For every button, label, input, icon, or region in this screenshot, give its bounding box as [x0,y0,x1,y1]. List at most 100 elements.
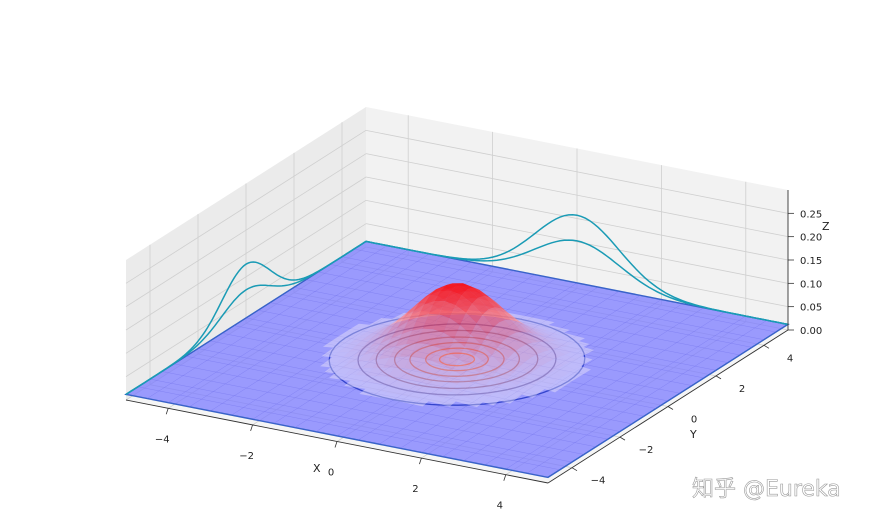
surface-patch [527,332,545,343]
surface-patch [413,295,430,312]
surface-patch [466,303,483,324]
surface-patch [401,317,418,335]
surface-patch [505,320,522,333]
surface-patch [389,344,406,358]
surface-patch [558,365,575,374]
surface-patch [541,362,558,373]
base-plane-mesh [317,271,741,356]
surface-patch [372,357,390,369]
surface-patch [398,368,415,380]
surface-patch [577,347,594,354]
surface-patch [439,301,456,319]
surface-patch [523,374,540,386]
surface-patch [502,358,519,374]
surface-patch [552,368,569,377]
surface-patch [491,347,509,365]
surface-patch [560,345,578,353]
surface-patch [321,352,339,358]
tick-labels: −4 −2 0 2 4 −4 −2 0 2 4 0.00 0.05 0.10 0.15 0.20 0.25 [155,209,822,511]
surface-patch [494,307,512,321]
z-tick-label: 0.25 [800,209,822,220]
surface-patch [544,341,561,349]
surface-patch [443,318,461,339]
surface-patch [457,283,474,290]
surface-patch [368,349,385,361]
surface-patch [412,398,429,407]
surface-patch [386,318,403,335]
surface-patch [466,399,483,408]
surface-patch [399,343,417,357]
surface-patch [354,338,372,347]
x-tick-mark [503,474,507,481]
surface-patch [532,322,549,327]
surface-patch [514,347,531,363]
surface-patch [571,349,588,357]
surface-patch [536,326,554,331]
surface-patch [342,350,360,358]
base-plane-mesh [353,248,777,333]
surface-patch [564,362,581,370]
surface-patch [427,329,444,348]
surface-patch [329,373,346,380]
contour-ring-3 [375,329,539,390]
surface-patch [335,368,352,375]
surface-patch [515,332,533,345]
surface-patch [410,343,427,359]
surface-patch [509,332,527,348]
surface-patch [542,324,560,330]
marginal-profile-4 [365,239,789,326]
surface-patch [324,367,342,374]
surface-patch [320,361,337,368]
surface-patch [478,386,495,398]
surface-patch [546,372,563,381]
surface-patch [445,290,462,306]
surface-patch [413,382,431,393]
base-plane-mesh [341,256,765,340]
surface-patch [431,347,449,366]
surface-patch [404,356,421,370]
surface-patch [542,350,560,360]
surface-patch [499,320,516,336]
surface-patch [467,287,485,298]
contour-ring-1 [328,312,586,406]
y-tick-mark [763,344,770,349]
surface-patch [429,285,447,296]
surface-patch [530,326,548,332]
x-axis-label: X [313,462,321,475]
surface-patch [375,326,393,341]
surface-patch [528,385,545,394]
surface-patch [433,314,450,333]
surface-patch [402,302,420,319]
surface-patch [526,323,543,328]
surface-patch [529,370,546,381]
base-plane-mesh [379,291,620,445]
surface-patch [392,311,409,327]
surface-patch [446,370,464,385]
surface-patch [538,320,555,325]
surface-patch [478,295,495,310]
left-gridline-z [125,129,367,284]
left-gridline-z [125,223,367,378]
surface-patch [436,365,453,381]
surface-patch [378,346,396,360]
surface-patch [524,324,542,332]
surface-patch [369,390,387,398]
surface-patch [521,332,539,343]
surface-patch [570,359,587,367]
surface-patch [576,356,593,363]
surface-patch [464,334,482,356]
surface-patch [353,347,370,357]
axes-lines [125,190,794,484]
surface-patch [544,384,561,393]
surface-patch [396,311,414,329]
surface-patch [481,335,498,356]
base-plane-mesh [505,315,746,470]
surface-patch [455,395,473,405]
surface-patch [336,356,354,363]
base-plane-mesh [463,307,704,461]
surface-patch [371,376,388,385]
left-gridline-z [125,153,367,308]
surface-patch [445,392,462,402]
x-tick-label: −2 [239,451,254,462]
surface-patch [408,296,426,311]
